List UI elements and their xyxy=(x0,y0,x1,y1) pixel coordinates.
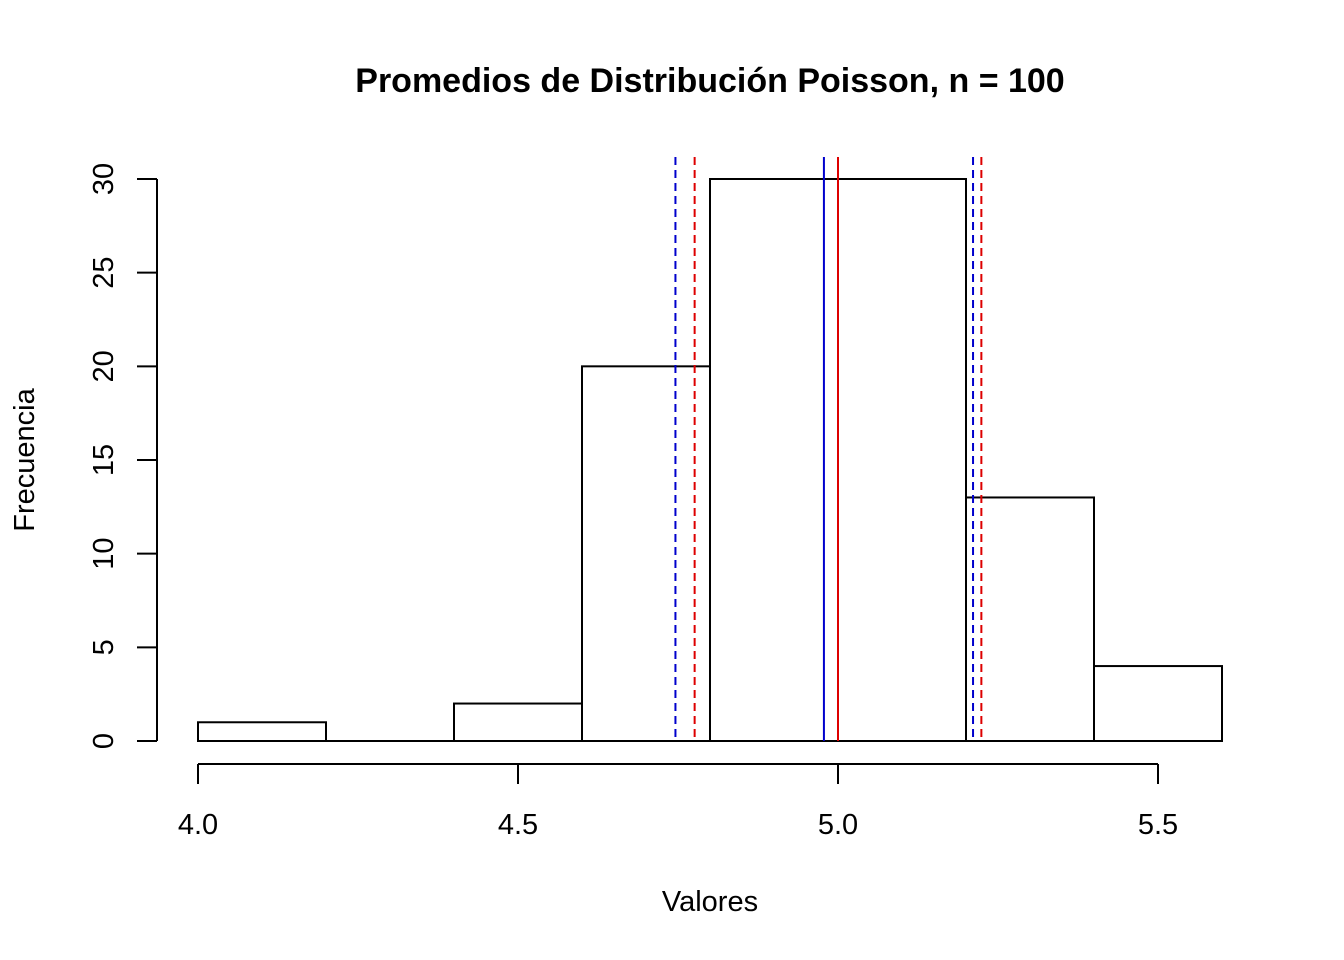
y-tick-label-2: 10 xyxy=(88,538,120,570)
y-tick-label-6: 30 xyxy=(88,163,120,195)
chart-title: Promedios de Distribución Poisson, n = 1… xyxy=(355,62,1064,100)
y-axis: 0 5 10 15 20 25 30 xyxy=(88,163,158,749)
y-tick-label-1: 5 xyxy=(88,639,120,655)
histogram-bar-7 xyxy=(1093,665,1223,742)
x-tick-label-3: 5.5 xyxy=(1138,809,1178,841)
histogram-bar-4 xyxy=(709,178,839,742)
y-axis-label: Frecuencia xyxy=(9,387,41,531)
histogram-bar-5 xyxy=(837,178,967,742)
y-tick-label-4: 20 xyxy=(88,350,120,382)
x-tick-label-0: 4.0 xyxy=(178,809,218,841)
histogram-bar-2 xyxy=(453,702,583,742)
y-tick-label-0: 0 xyxy=(88,733,120,749)
vertical-lines-group xyxy=(674,157,983,741)
y-tick-label-5: 25 xyxy=(88,257,120,289)
x-tick-label-2: 5.0 xyxy=(818,809,858,841)
x-tick-label-1: 4.5 xyxy=(498,809,538,841)
x-axis-label: Valores xyxy=(662,886,758,918)
y-tick-label-3: 15 xyxy=(88,444,120,476)
bars-group xyxy=(197,178,1223,743)
x-axis: 4.0 4.5 5.0 5.5 xyxy=(178,763,1178,841)
histogram-bar-6 xyxy=(965,496,1095,743)
histogram-bar-0 xyxy=(197,721,327,742)
histogram-bar-3 xyxy=(581,365,711,742)
